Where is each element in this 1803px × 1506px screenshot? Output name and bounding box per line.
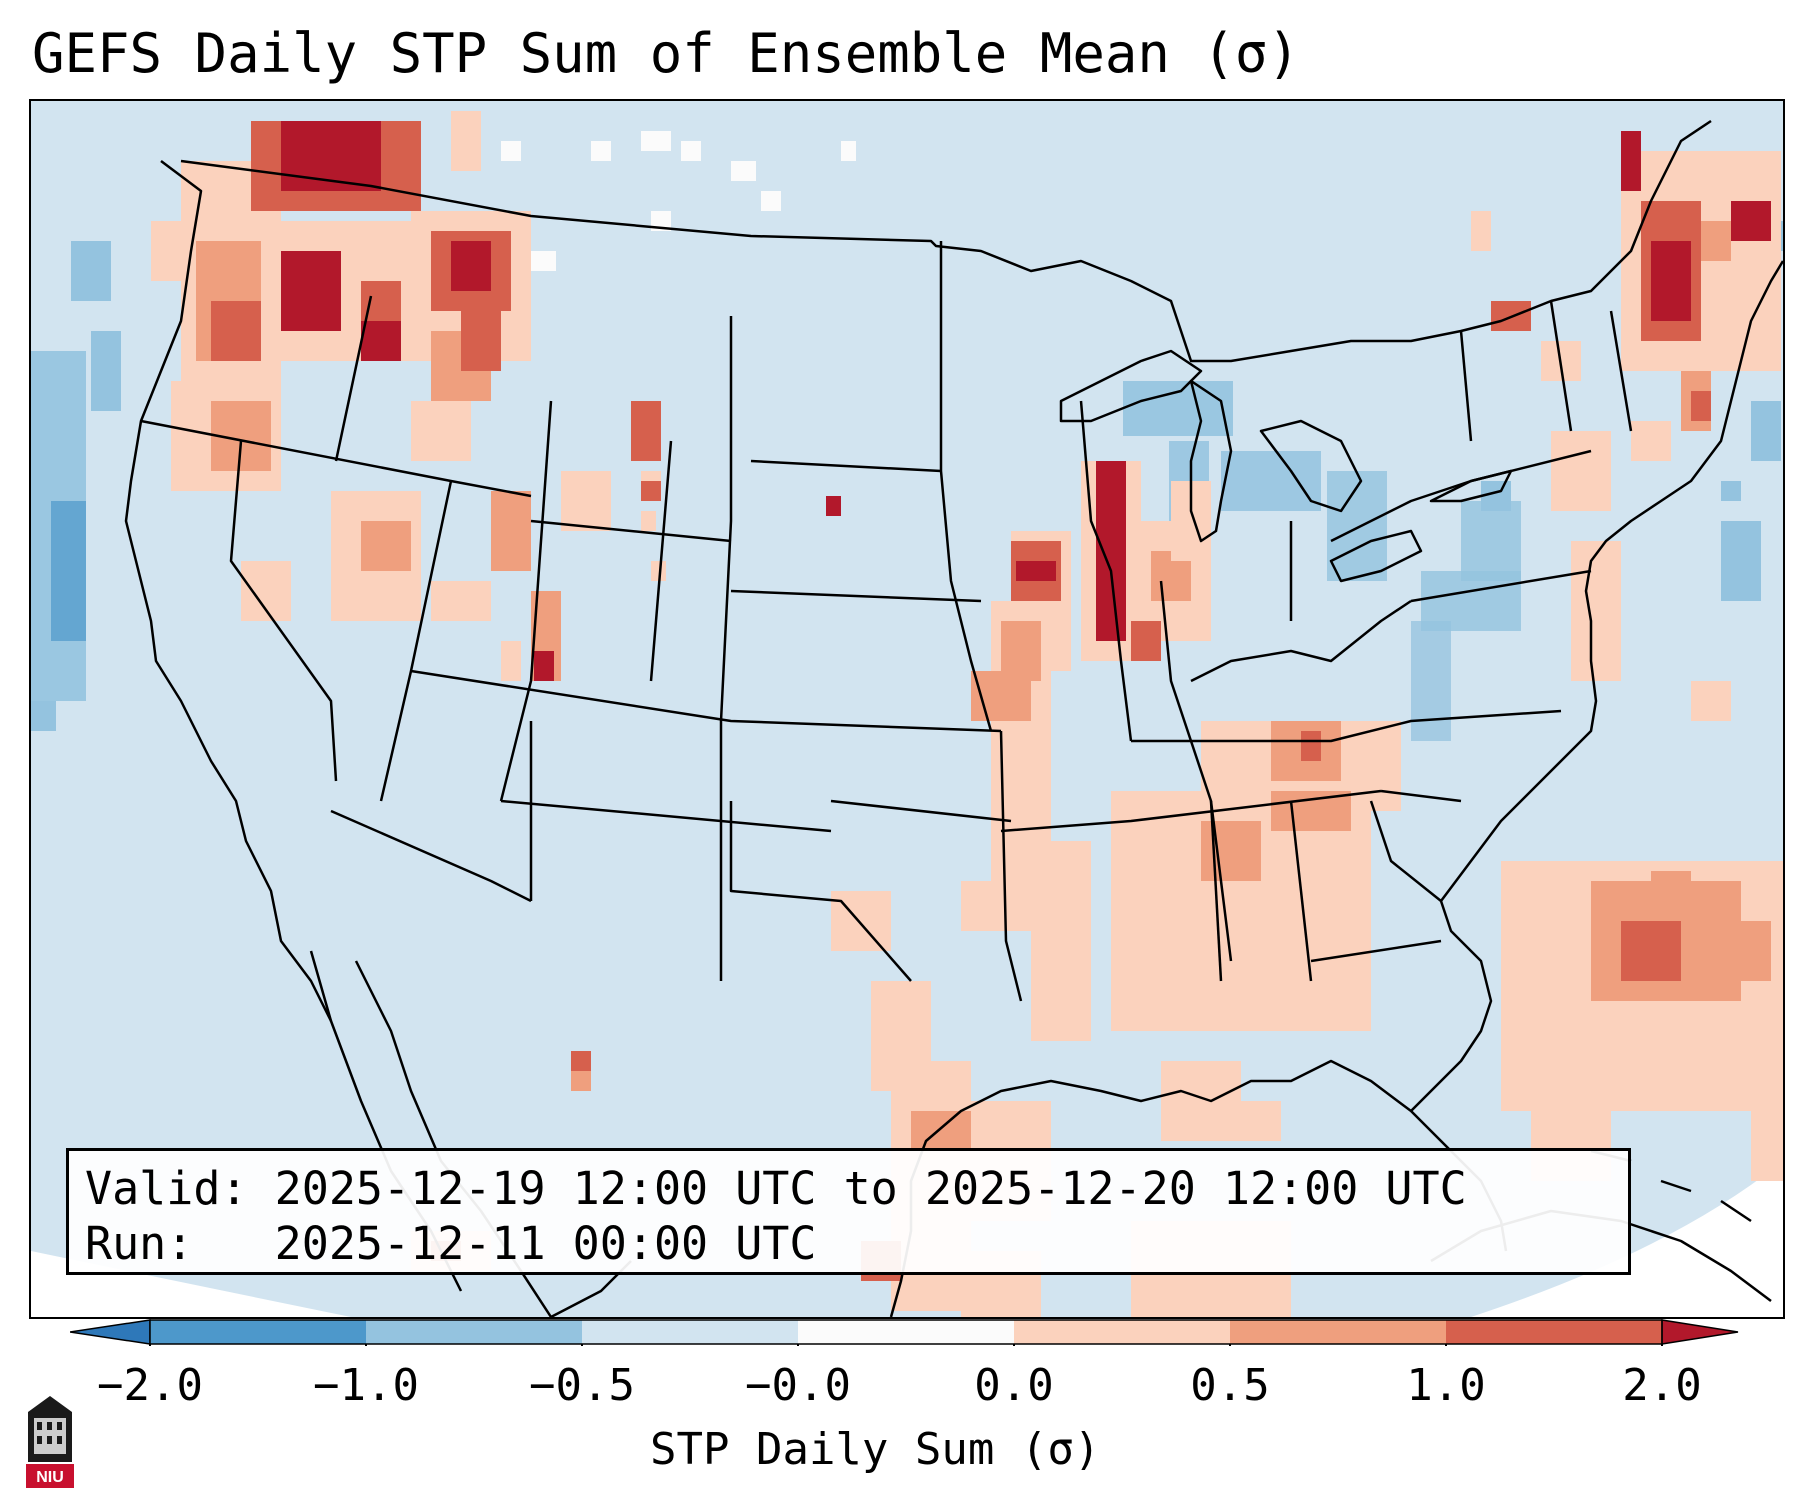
map-canvas	[31, 101, 1783, 1317]
colorbar-tick-label: 2.0	[1622, 1360, 1702, 1411]
colorbar-tick-label: 0.5	[1190, 1360, 1270, 1411]
valid-run-info-box: Valid: 2025-12-19 12:00 UTC to 2025-12-2…	[66, 1148, 1631, 1275]
colorbar-segment	[366, 1320, 582, 1344]
colorbar-tick-label: −0.5	[529, 1360, 635, 1411]
run-time-text: Run: 2025-12-11 00:00 UTC	[85, 1217, 817, 1270]
colorbar-over-triangle	[1661, 1319, 1739, 1345]
logo-text: NIU	[36, 1469, 64, 1486]
colorbar-segment	[1014, 1320, 1230, 1344]
map-panel	[29, 99, 1785, 1319]
colorbar-segment	[798, 1320, 1014, 1344]
negative-anomaly-cells	[31, 221, 1783, 741]
colorbar-tick-label: 0.0	[974, 1360, 1054, 1411]
colorbar	[70, 1319, 1739, 1346]
colorbar-label: STP Daily Sum (σ)	[650, 1424, 1101, 1475]
colorbar-tick-label: −0.0	[745, 1360, 851, 1411]
university-building-icon: NIU	[26, 1396, 74, 1488]
colorbar-segment	[1446, 1320, 1662, 1344]
colorbar-segment	[1230, 1320, 1446, 1344]
colorbar-segment	[150, 1320, 366, 1344]
colorbar-tick-label: −1.0	[313, 1360, 419, 1411]
valid-time-text: Valid: 2025-12-19 12:00 UTC to 2025-12-2…	[85, 1162, 1467, 1215]
chart-title: GEFS Daily STP Sum of Ensemble Mean (σ)	[32, 22, 1300, 85]
colorbar-tick-label: −2.0	[97, 1360, 203, 1411]
near-zero-cells	[501, 131, 856, 271]
colorbar-tick-label: 1.0	[1406, 1360, 1486, 1411]
colorbar-segment	[582, 1320, 798, 1344]
colorbar-under-triangle	[70, 1319, 151, 1345]
